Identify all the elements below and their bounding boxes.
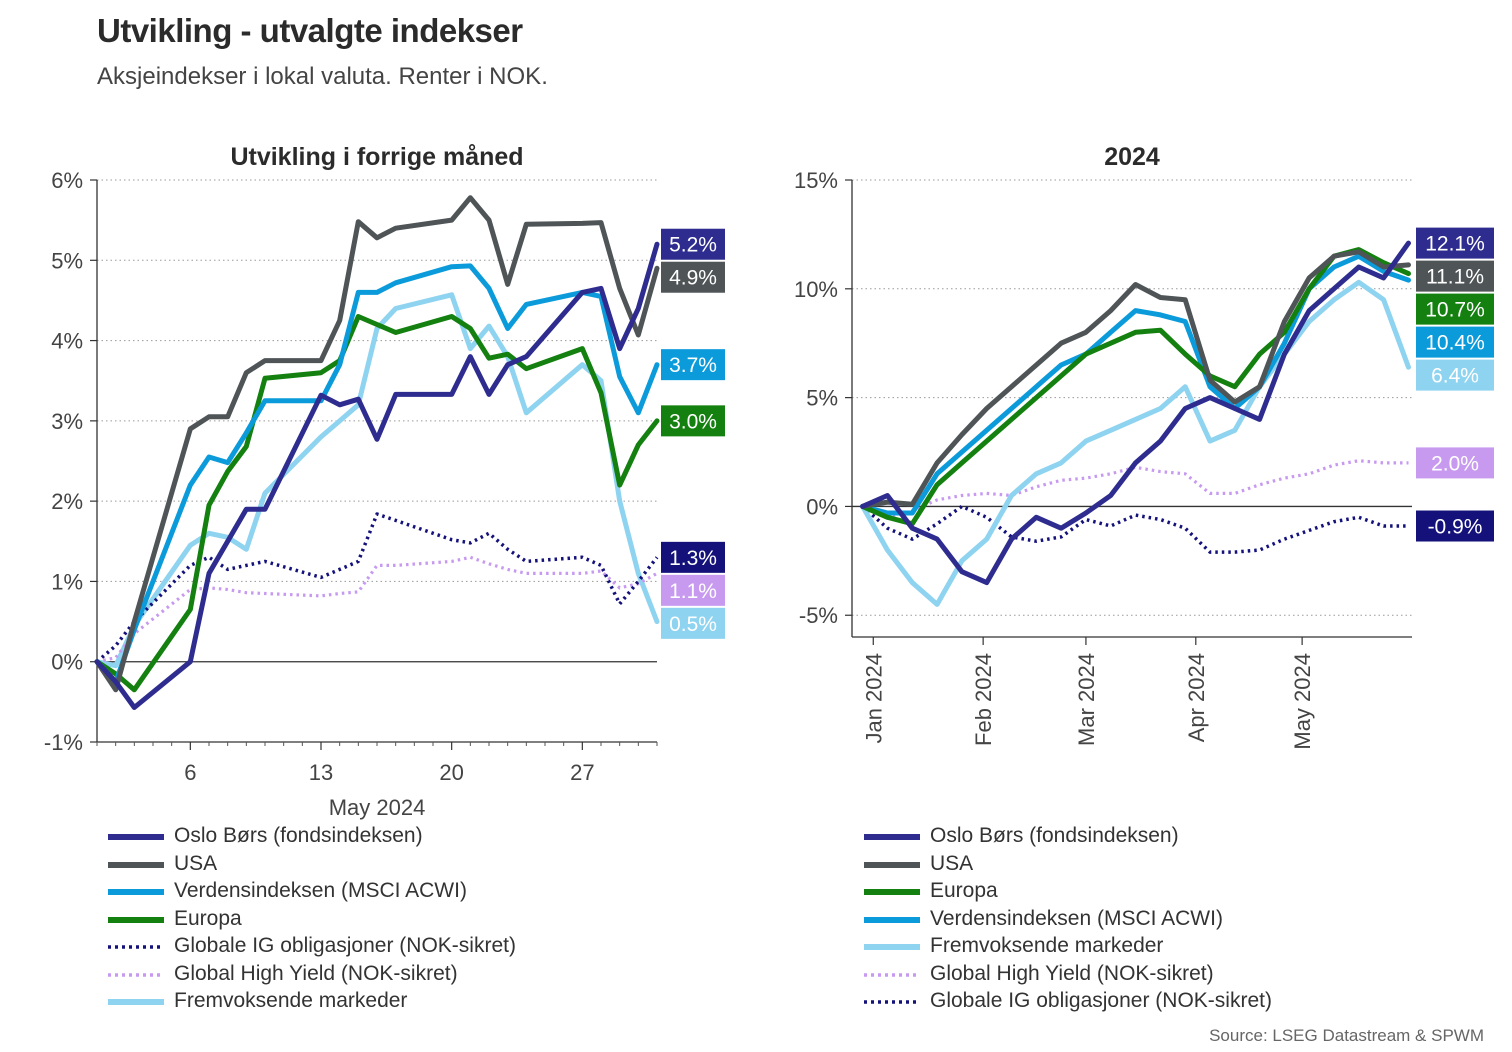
series-line-hy <box>96 555 658 664</box>
x-tick-label: 27 <box>570 760 594 785</box>
end-label: 3.0% <box>669 410 717 433</box>
legend-label: Verdensindeksen (MSCI ACWI) <box>174 879 467 902</box>
legend-swatch <box>864 1000 920 1004</box>
series-line-world <box>94 263 660 685</box>
legend-swatch <box>108 861 164 868</box>
end-label-box <box>1416 359 1494 391</box>
series-line-usa <box>94 195 660 693</box>
series-line-oslo <box>860 240 1411 586</box>
legend-swatch <box>108 889 164 895</box>
end-label-box <box>1416 326 1494 358</box>
end-label-box <box>1416 510 1494 542</box>
chart-right: -5% 0% 5% 10% 15% Jan 2024 Feb 2024 Mar 2024 Apr… <box>794 168 1494 750</box>
legend-label: Europa <box>930 879 998 902</box>
end-label: 2.0% <box>1431 452 1479 475</box>
legend-swatch <box>864 972 920 977</box>
chart-right-title: 2024 <box>1104 143 1160 171</box>
end-label-box <box>661 541 725 573</box>
end-label: 10.4% <box>1425 332 1485 355</box>
legend-label: Fremvoksende markeder <box>930 934 1164 957</box>
x-tick-label: 20 <box>439 760 463 785</box>
end-label-box <box>661 405 725 437</box>
series-line-em <box>860 279 1411 607</box>
legend-label: USA <box>930 851 974 875</box>
source-note: Source: LSEG Datastream & SPWM <box>1209 1026 1484 1045</box>
series-line-ig <box>95 512 659 664</box>
x-tick-label: May 2024 <box>1290 653 1315 750</box>
y-tick-label: 1% <box>51 569 83 594</box>
end-label-box <box>661 261 725 293</box>
legend-label: Oslo Børs (fondsindeksen) <box>930 824 1179 847</box>
end-label-box <box>661 349 725 381</box>
legend-swatch <box>108 945 164 949</box>
series-line-oslo <box>94 241 660 710</box>
y-tick-label: 4% <box>51 329 83 354</box>
series-line-europe <box>94 314 660 693</box>
chart-left-title: Utvikling i forrige måned <box>230 143 524 171</box>
page-title: Utvikling - utvalgte indekser <box>97 12 523 49</box>
y-tick-label: 15% <box>794 168 838 193</box>
end-label: 6.4% <box>1431 365 1479 388</box>
legend-swatch <box>108 834 164 840</box>
y-tick-label: -5% <box>799 603 838 628</box>
end-label: 4.9% <box>669 267 717 290</box>
legend-swatch <box>864 916 920 923</box>
end-label: 1.3% <box>669 547 717 570</box>
y-tick-label: 2% <box>51 489 83 514</box>
end-label: 3.7% <box>669 354 717 377</box>
end-label: 12.1% <box>1425 233 1485 256</box>
end-label: 11.1% <box>1426 266 1484 289</box>
legend-label: Globale IG obligasjoner (NOK-sikret) <box>930 989 1272 1012</box>
legend-label: USA <box>174 851 218 875</box>
legend-swatch <box>864 834 920 840</box>
y-tick-label: 5% <box>51 248 83 273</box>
x-tick-label: Feb 2024 <box>971 653 996 746</box>
end-label-box <box>1416 293 1494 325</box>
end-label: -0.9% <box>1428 516 1483 539</box>
series-line-europe <box>860 247 1411 527</box>
chart-left: -1% 0% 1% 2% 3% 4% 5% 6% 6 13 20 27 May 2024 5.2% 4.9%… <box>44 168 725 820</box>
end-label: 5.2% <box>669 234 717 257</box>
legend-swatch <box>864 944 920 950</box>
end-label-box <box>661 228 725 260</box>
x-tick-label: Jan 2024 <box>861 653 886 744</box>
x-tick-label: 6 <box>184 760 196 785</box>
legend-swatch <box>108 916 164 923</box>
legend-label: Global High Yield (NOK-sikret) <box>174 961 458 985</box>
end-label: 10.7% <box>1425 299 1485 322</box>
end-label-box <box>1416 447 1494 479</box>
y-tick-label: 0% <box>51 650 83 675</box>
legend-label: Globale IG obligasjoner (NOK-sikret) <box>174 934 516 957</box>
legend-label: Europa <box>174 906 242 930</box>
end-label-box <box>1416 227 1494 259</box>
x-tick-label: 13 <box>309 760 333 785</box>
page-subtitle: Aksjeindekser i lokal valuta. Renter i N… <box>97 63 548 90</box>
legend-swatch <box>108 999 164 1005</box>
y-tick-label: 0% <box>806 494 838 519</box>
end-label-box <box>661 574 725 606</box>
legend-label: Verdensindeksen (MSCI ACWI) <box>930 906 1223 930</box>
y-tick-label: 5% <box>806 386 838 411</box>
x-tick-label: Mar 2024 <box>1074 653 1099 746</box>
end-label: 1.1% <box>669 580 717 603</box>
legend-swatch <box>864 861 920 868</box>
legend-label: Oslo Børs (fondsindeksen) <box>174 824 423 847</box>
y-tick-label: 3% <box>51 409 83 434</box>
legend-swatch <box>864 889 920 895</box>
end-label: 0.5% <box>669 613 717 636</box>
y-tick-label: 10% <box>794 277 838 302</box>
legend-label: Fremvoksende markeder <box>174 989 408 1012</box>
series-line-hy <box>861 459 1409 519</box>
end-label-box <box>661 607 725 639</box>
x-axis-title: May 2024 <box>329 795 426 820</box>
legend-swatch <box>108 972 164 977</box>
y-tick-label: -1% <box>44 730 83 755</box>
end-label-box <box>1416 260 1494 292</box>
series-line-usa <box>860 249 1411 509</box>
x-tick-label: Apr 2024 <box>1184 653 1209 742</box>
y-tick-label: 6% <box>51 168 83 193</box>
legend-label: Global High Yield (NOK-sikret) <box>930 961 1214 985</box>
